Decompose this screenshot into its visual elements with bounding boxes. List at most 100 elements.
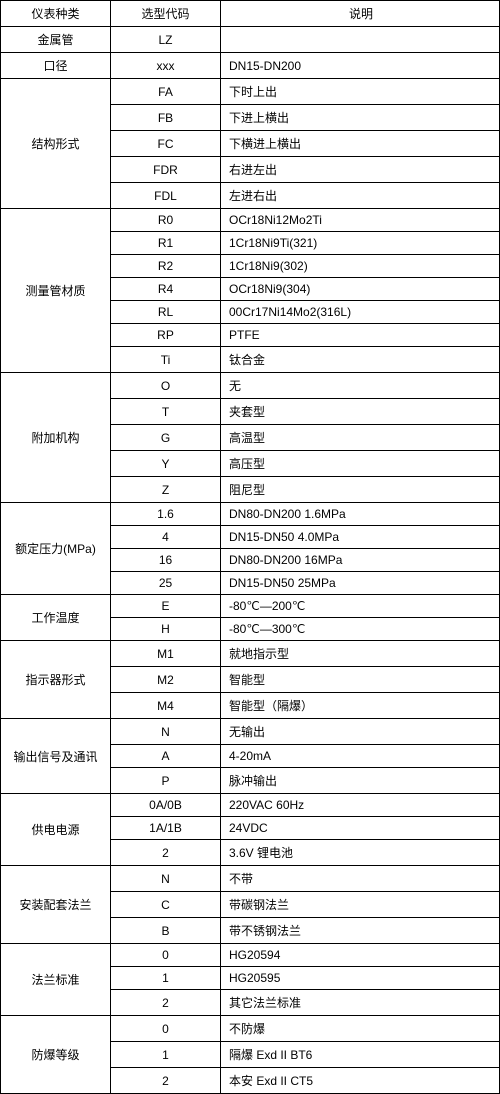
table-row: 防爆等级0不防爆 [1, 1016, 500, 1042]
group-label: 结构形式 [1, 79, 111, 209]
cell-code: 16 [111, 549, 221, 572]
cell-desc: 左进右出 [221, 183, 500, 209]
group-label: 法兰标准 [1, 944, 111, 1016]
cell-code: 2 [111, 840, 221, 866]
table-row: 安装配套法兰N不带 [1, 866, 500, 892]
cell-code: 25 [111, 572, 221, 595]
cell-desc: 夹套型 [221, 399, 500, 425]
cell-desc: 4-20mA [221, 745, 500, 768]
cell-code: Z [111, 477, 221, 503]
cell-desc: HG20594 [221, 944, 500, 967]
table-row: 附加机构O无 [1, 373, 500, 399]
cell-code: RL [111, 301, 221, 324]
cell-code: FDR [111, 157, 221, 183]
cell-desc: DN80-DN200 1.6MPa [221, 503, 500, 526]
cell-desc: 无 [221, 373, 500, 399]
cell-code: M2 [111, 667, 221, 693]
cell-desc: 本安 Exd II CT5 [221, 1068, 500, 1094]
group-label: 额定压力(MPa) [1, 503, 111, 595]
cell-code: FA [111, 79, 221, 105]
group-label: 附加机构 [1, 373, 111, 503]
col-header-code: 选型代码 [111, 1, 221, 27]
table-row: 测量管材质R0OCr18Ni12Mo2Ti [1, 209, 500, 232]
table-row: 输出信号及通讯N无输出 [1, 719, 500, 745]
cell-code: H [111, 618, 221, 641]
cell-desc [221, 27, 500, 53]
cell-desc: 无输出 [221, 719, 500, 745]
table-row: 供电电源0A/0B220VAC 60Hz [1, 794, 500, 817]
cell-desc: 脉冲输出 [221, 768, 500, 794]
selection-code-table: 仪表种类选型代码说明金属管LZ口径xxxDN15-DN200结构形式FA下时上出… [0, 0, 500, 1094]
cell-desc: 1Cr18Ni9(302) [221, 255, 500, 278]
cell-desc: 220VAC 60Hz [221, 794, 500, 817]
col-header-type: 仪表种类 [1, 1, 111, 27]
cell-code: R1 [111, 232, 221, 255]
cell-desc: 隔爆 Exd II BT6 [221, 1042, 500, 1068]
group-label: 输出信号及通讯 [1, 719, 111, 794]
cell-code: 0 [111, 1016, 221, 1042]
cell-code: P [111, 768, 221, 794]
cell-desc: 智能型（隔爆） [221, 693, 500, 719]
cell-code: 4 [111, 526, 221, 549]
cell-code: 0 [111, 944, 221, 967]
cell-code: 0A/0B [111, 794, 221, 817]
cell-code: FC [111, 131, 221, 157]
cell-code: Ti [111, 347, 221, 373]
cell-code: LZ [111, 27, 221, 53]
cell-desc: DN15-DN50 25MPa [221, 572, 500, 595]
table-row: 仪表种类选型代码说明 [1, 1, 500, 27]
cell-code: 1 [111, 1042, 221, 1068]
cell-desc: -80℃—300℃ [221, 618, 500, 641]
cell-code: E [111, 595, 221, 618]
table-row: 金属管LZ [1, 27, 500, 53]
cell-desc: 阻尼型 [221, 477, 500, 503]
cell-desc: 00Cr17Ni14Mo2(316L) [221, 301, 500, 324]
cell-desc: DN80-DN200 16MPa [221, 549, 500, 572]
table-row: 工作温度E-80℃—200℃ [1, 595, 500, 618]
cell-code: xxx [111, 53, 221, 79]
cell-code: FB [111, 105, 221, 131]
cell-desc: DN15-DN50 4.0MPa [221, 526, 500, 549]
cell-desc: -80℃—200℃ [221, 595, 500, 618]
cell-desc: OCr18Ni9(304) [221, 278, 500, 301]
table-row: 口径xxxDN15-DN200 [1, 53, 500, 79]
table-row: 指示器形式M1就地指示型 [1, 641, 500, 667]
cell-desc: 不带 [221, 866, 500, 892]
cell-code: R4 [111, 278, 221, 301]
cell-code: N [111, 866, 221, 892]
cell-code: 1A/1B [111, 817, 221, 840]
cell-desc: 右进左出 [221, 157, 500, 183]
cell-desc: 下进上横出 [221, 105, 500, 131]
cell-desc: DN15-DN200 [221, 53, 500, 79]
cell-code: B [111, 918, 221, 944]
group-label: 测量管材质 [1, 209, 111, 373]
table-row: 额定压力(MPa)1.6DN80-DN200 1.6MPa [1, 503, 500, 526]
group-label: 工作温度 [1, 595, 111, 641]
cell-code: O [111, 373, 221, 399]
cell-code: A [111, 745, 221, 768]
cell-desc: 钛合金 [221, 347, 500, 373]
cell-desc: 其它法兰标准 [221, 990, 500, 1016]
cell-desc: 1Cr18Ni9Ti(321) [221, 232, 500, 255]
cell-desc: 高压型 [221, 451, 500, 477]
cell-code: M4 [111, 693, 221, 719]
cell-code: 2 [111, 1068, 221, 1094]
table-row: 结构形式FA下时上出 [1, 79, 500, 105]
cell-code: 1 [111, 967, 221, 990]
group-label: 指示器形式 [1, 641, 111, 719]
cell-code: RP [111, 324, 221, 347]
col-header-desc: 说明 [221, 1, 500, 27]
cell-type: 金属管 [1, 27, 111, 53]
cell-code: 2 [111, 990, 221, 1016]
cell-code: Y [111, 451, 221, 477]
cell-code: M1 [111, 641, 221, 667]
cell-code: T [111, 399, 221, 425]
cell-code: R2 [111, 255, 221, 278]
cell-desc: 就地指示型 [221, 641, 500, 667]
cell-desc: HG20595 [221, 967, 500, 990]
cell-desc: 高温型 [221, 425, 500, 451]
cell-desc: 下横进上横出 [221, 131, 500, 157]
cell-desc: OCr18Ni12Mo2Ti [221, 209, 500, 232]
cell-desc: 智能型 [221, 667, 500, 693]
cell-code: N [111, 719, 221, 745]
